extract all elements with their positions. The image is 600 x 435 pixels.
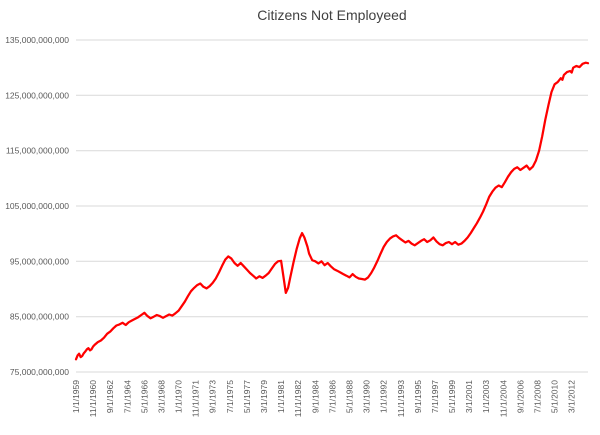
x-axis-label: 3/1/1990 [362, 380, 372, 413]
x-axis-label: 11/1/2004 [498, 380, 508, 417]
x-axis-label: 3/1/1968 [157, 380, 167, 413]
x-axis-label: 1/1/2003 [481, 380, 491, 413]
x-axis-label: 11/1/1993 [396, 380, 406, 417]
x-axis-label: 7/1/1975 [225, 380, 235, 413]
y-axis-label: 135,000,000,000 [5, 35, 69, 45]
x-axis-label: 7/1/2008 [533, 380, 543, 413]
x-axis-label: 7/1/1997 [430, 380, 440, 413]
x-axis-label: 1/1/1970 [174, 380, 184, 413]
x-axis-label: 7/1/1986 [327, 380, 337, 413]
x-axis-label: 9/1/1962 [105, 380, 115, 413]
y-axis-labels: 75,000,000,000 85,000,000,000 95,000,000,0… [5, 35, 69, 377]
x-axis-label: 7/1/1964 [122, 380, 132, 413]
x-axis-label: 1/1/1992 [379, 380, 389, 413]
x-axis-label: 1/1/1959 [71, 380, 81, 413]
x-axis-labels: 1/1/1959 11/1/1960 9/1/1962 7/1/1964 5/1/196… [71, 380, 577, 417]
x-axis-label: 11/1/1982 [293, 380, 303, 417]
x-axis-label: 5/1/1988 [345, 380, 355, 413]
y-axis-label: 95,000,000,000 [10, 256, 69, 266]
y-axis-label: 115,000,000,000 [6, 146, 69, 156]
x-axis-label: 11/1/1960 [88, 380, 98, 417]
y-axis-label: 75,000,000,000 [10, 367, 69, 377]
series-line [74, 61, 590, 361]
chart-title: Citizens Not Employeed [257, 7, 406, 23]
x-axis-label: 9/1/2006 [515, 380, 525, 413]
y-axis-label: 125,000,000,000 [5, 90, 69, 100]
x-axis-label: 5/1/1977 [242, 380, 252, 413]
x-axis-label: 9/1/1995 [413, 380, 423, 413]
y-axis-label: 85,000,000,000 [10, 312, 69, 322]
x-axis-label: 11/1/1971 [191, 380, 201, 417]
x-axis-label: 9/1/1984 [310, 380, 320, 413]
x-axis-label: 3/1/1979 [259, 380, 269, 413]
x-axis-label: 3/1/2001 [464, 380, 474, 413]
x-axis-label: 9/1/1973 [208, 380, 218, 413]
y-axis-label: 105,000,000,000 [5, 201, 69, 211]
x-axis-label: 3/1/2012 [567, 380, 577, 413]
x-axis-label: 5/1/2010 [550, 380, 560, 413]
x-axis-label: 5/1/1999 [447, 380, 457, 413]
x-axis-label: 1/1/1981 [276, 380, 286, 413]
x-axis-label: 5/1/1966 [139, 380, 149, 413]
